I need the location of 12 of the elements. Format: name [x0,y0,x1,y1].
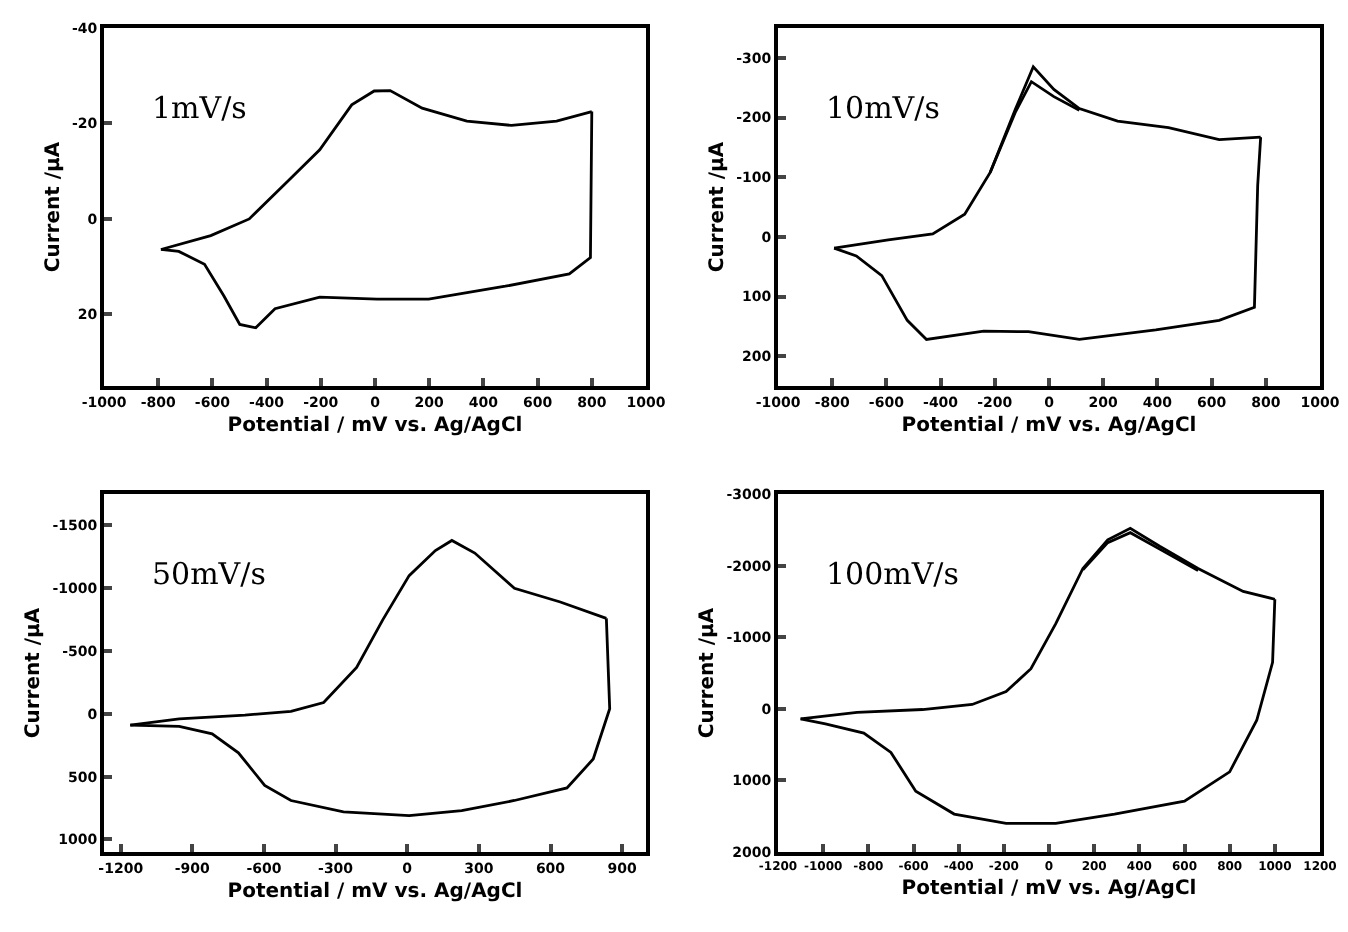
annotation: 10mV/s [826,90,940,126]
x-axis-title: Potential / mV vs. Ag/AgCl [901,878,1197,901]
y-axis-title: Current /µA [42,141,65,273]
y-axis-title: Current /µA [697,607,720,739]
annotation: 100mV/s [826,556,959,592]
annotation: 50mV/s [152,556,266,592]
y-axis-title: Current /µA [23,607,46,739]
x-axis-title: Potential / mV vs. Ag/AgCl [227,880,523,903]
annotation: 1mV/s [152,90,247,126]
x-axis-title: Potential / mV vs. Ag/AgCl [901,414,1197,437]
y-axis-title: Current /µA [707,141,730,273]
x-axis-title: Potential / mV vs. Ag/AgCl [227,414,523,437]
